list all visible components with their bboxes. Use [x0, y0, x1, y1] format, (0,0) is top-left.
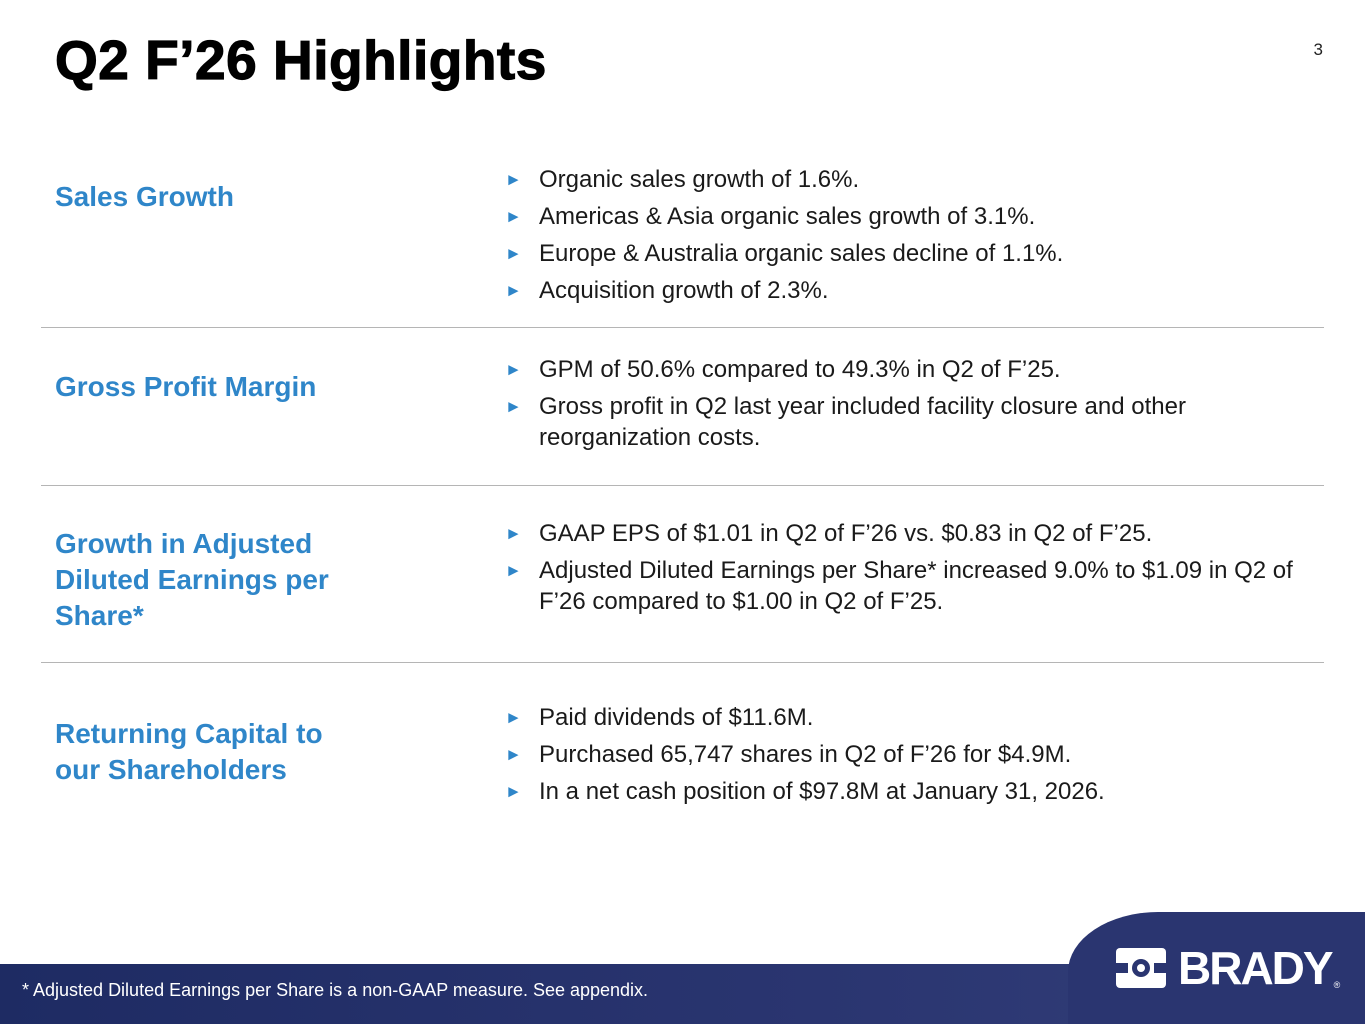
section-adjusted-eps: Growth in Adjusted Diluted Earnings per …	[41, 486, 1324, 663]
page-number: 3	[1313, 40, 1323, 59]
section-label: Growth in Adjusted Diluted Earnings per …	[55, 528, 329, 631]
bullet-arrow-icon: ►	[505, 708, 522, 727]
list-item: ► Paid dividends of $11.6M.	[505, 704, 814, 731]
bullet-arrow-icon: ►	[505, 745, 522, 764]
bullet-arrow-icon: ►	[505, 524, 522, 543]
brady-mark-icon	[1116, 948, 1166, 988]
section-returning-capital: Returning Capital to our Shareholders ► P…	[41, 663, 1324, 843]
bullet-list: ► GAAP EPS of $1.01 in Q2 of F’26 vs. $0.…	[505, 518, 1305, 623]
bullet-arrow-icon: ►	[505, 561, 522, 580]
bullet-list: ► Organic sales growth of 1.6%. ► Americas…	[505, 164, 1305, 312]
list-item: ► GAAP EPS of $1.01 in Q2 of F’26 vs. $0.…	[505, 520, 1153, 547]
bullet-arrow-icon: ►	[505, 170, 522, 189]
list-item: ► Organic sales growth of 1.6%.	[505, 166, 860, 193]
brady-logo: BRADY ®	[1116, 942, 1341, 994]
bullet-arrow-icon: ►	[505, 207, 522, 226]
slide-title: Q2 F’26 Highlights	[54, 28, 547, 91]
list-item: ► GPM of 50.6% compared to 49.3% in Q2 of…	[505, 356, 1061, 383]
brady-wordmark: BRADY	[1178, 942, 1334, 994]
bullet-arrow-icon: ►	[505, 397, 522, 416]
section-label: Sales Growth	[55, 181, 234, 212]
list-item: ► Gross profit in Q2 last year included f…	[505, 393, 1186, 451]
footnote: * Adjusted Diluted Earnings per Share is…	[22, 980, 649, 1000]
bullet-arrow-icon: ►	[505, 281, 522, 300]
list-item: ► Purchased 65,747 shares in Q2 of F’26 f…	[505, 741, 1072, 768]
list-item: ► In a net cash position of $97.8M at Jan…	[505, 778, 1105, 805]
bullet-list: ► GPM of 50.6% compared to 49.3% in Q2 of…	[505, 354, 1305, 459]
section-label: Gross Profit Margin	[55, 371, 317, 402]
registered-mark: ®	[1333, 980, 1341, 990]
list-item: ► Adjusted Diluted Earnings per Share* in…	[505, 557, 1293, 615]
section-sales-growth: Sales Growth ► Organic sales growth of 1.…	[41, 160, 1324, 328]
section-gross-profit-margin: Gross Profit Margin ► GPM of 50.6% compar…	[41, 328, 1324, 486]
list-item: ► Acquisition growth of 2.3%.	[505, 277, 829, 304]
bullet-arrow-icon: ►	[505, 782, 522, 801]
bullet-arrow-icon: ►	[505, 244, 522, 263]
section-label: Returning Capital to our Shareholders	[55, 718, 323, 785]
bullet-list: ► Paid dividends of $11.6M. ► Purchased 65…	[505, 702, 1305, 813]
list-item: ► Americas & Asia organic sales growth of…	[505, 203, 1036, 230]
list-item: ► Europe & Australia organic sales declin…	[505, 240, 1064, 267]
bullet-arrow-icon: ►	[505, 360, 522, 379]
